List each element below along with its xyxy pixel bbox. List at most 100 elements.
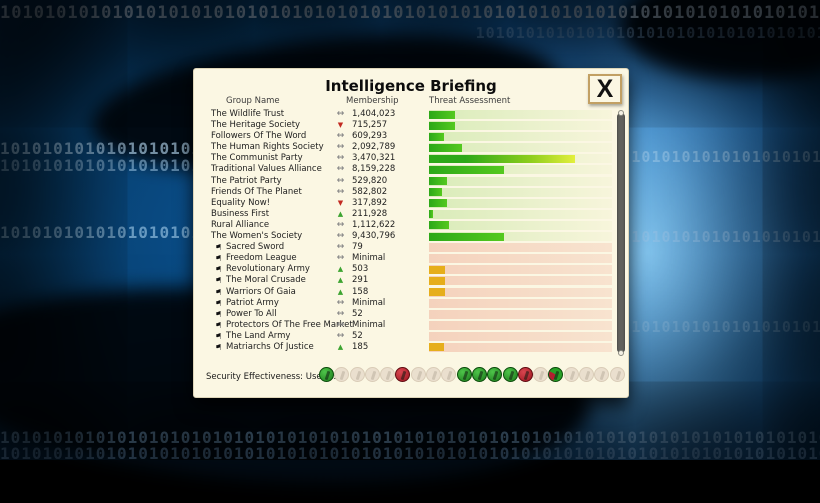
scrollbar-bottom-knob[interactable] (618, 350, 624, 356)
group-row[interactable]: ⚑ Power To All ↔ 52 (194, 309, 628, 320)
close-button[interactable]: X (588, 74, 622, 104)
radical-flag-icon: ⚑ (214, 287, 223, 297)
binary-row: 1010101010101010101010101010101010101010… (0, 3, 820, 23)
group-status-icon-mixed[interactable] (548, 367, 564, 382)
threat-bar-track (429, 265, 612, 275)
group-row[interactable]: ⚑ Freedom League ↔ Minimal (194, 253, 628, 264)
group-status-icon-red[interactable] (517, 367, 533, 382)
group-name: The Land Army (226, 330, 291, 341)
group-row[interactable]: Rural Alliance ↔ 1,112,622 (194, 220, 628, 231)
group-name: Friends Of The Planet (211, 186, 302, 197)
group-status-icon-faded[interactable] (364, 367, 380, 382)
binary-row: 1010101010101010101010101010101010101010… (0, 444, 820, 463)
membership-trend-level-icon: ↔ (336, 231, 345, 242)
group-name-cell: ⚑ Revolutionary Army (211, 264, 426, 275)
group-status-icon-faded[interactable] (594, 367, 610, 382)
group-row[interactable]: The Heritage Society ▼ 715,257 (194, 120, 628, 131)
membership-trend-level-icon: ↔ (336, 131, 345, 142)
radical-flag-icon: ⚑ (214, 276, 223, 286)
group-name: Protectors Of The Free Market (226, 319, 353, 330)
threat-bar-track (429, 320, 612, 330)
membership-trend-level-icon: ↔ (336, 186, 345, 197)
membership-trend-level-icon: ↔ (336, 219, 345, 230)
group-row[interactable]: ⚑ Matriarchs Of Justice ▲ 185 (194, 342, 628, 353)
membership-value: Minimal (352, 319, 386, 330)
radical-flag-icon: ⚑ (214, 265, 223, 275)
radical-flag-icon: ⚑ (214, 320, 223, 330)
group-row[interactable]: The Women's Society ↔ 9,430,796 (194, 231, 628, 242)
threat-bar-track (429, 209, 612, 219)
threat-bar-track (429, 276, 612, 286)
membership-value: 2,092,789 (352, 142, 396, 153)
group-row[interactable]: Business First ▲ 211,928 (194, 209, 628, 220)
radical-flag-icon: ⚑ (214, 331, 223, 341)
group-name-cell: ⚑ Freedom League (211, 253, 426, 264)
binary-row: 1010101010101010101010101010101010101010… (631, 148, 820, 166)
group-row[interactable]: The Human Rights Society ↔ 2,092,789 (194, 142, 628, 153)
group-status-icon-faded[interactable] (563, 367, 579, 382)
group-row[interactable]: The Wildlife Trust ↔ 1,404,023 (194, 109, 628, 120)
threat-bar-track (429, 331, 612, 341)
threat-bar-track (429, 298, 612, 308)
group-name-cell: Rural Alliance (211, 220, 426, 231)
threat-bar-track (429, 143, 612, 153)
membership-value: 1,404,023 (352, 109, 396, 119)
threat-bar (429, 121, 455, 130)
group-row[interactable]: ⚑ Patriot Army ↔ Minimal (194, 298, 628, 309)
scrollbar[interactable] (617, 110, 625, 356)
group-row[interactable]: The Communist Party ↔ 3,470,321 (194, 153, 628, 164)
group-status-icon-red[interactable] (395, 367, 411, 382)
membership-value: 503 (352, 264, 369, 275)
membership-trend-level-icon: ↔ (336, 109, 345, 119)
membership-value: 185 (352, 341, 369, 352)
group-row[interactable]: Friends Of The Planet ↔ 582,802 (194, 187, 628, 198)
membership-trend-level-icon: ↔ (336, 242, 345, 253)
security-effectiveness-label: Security Effectiveness: Useless (206, 372, 339, 382)
membership-value: 582,802 (352, 186, 388, 197)
group-name: The Human Rights Society (211, 142, 324, 153)
group-row[interactable]: Followers Of The Word ↔ 609,293 (194, 131, 628, 142)
column-header-threat-assessment: Threat Assessment (429, 96, 511, 106)
threat-bar (429, 154, 576, 163)
membership-trend-level-icon: ↔ (336, 330, 345, 341)
group-row[interactable]: ⚑ The Land Army ↔ 52 (194, 331, 628, 342)
threat-bar-track (429, 220, 612, 230)
group-name-cell: ⚑ The Moral Crusade (211, 275, 426, 286)
group-status-icon-green[interactable] (319, 367, 334, 382)
group-status-icon-faded[interactable] (380, 367, 396, 382)
group-status-icon-faded[interactable] (410, 367, 426, 382)
threat-bar (429, 110, 455, 119)
membership-value: Minimal (352, 253, 386, 264)
group-name-cell: ⚑ Matriarchs Of Justice (211, 342, 426, 353)
group-row[interactable]: ⚑ Protectors Of The Free Market ↔ Minimal (194, 320, 628, 331)
scrollbar-top-knob[interactable] (618, 110, 624, 116)
group-name: The Wildlife Trust (211, 109, 285, 119)
group-row[interactable]: ⚑ Warriors Of Gaia ▲ 158 (194, 287, 628, 298)
group-status-icon-green[interactable] (487, 367, 503, 382)
group-status-icon-faded[interactable] (349, 367, 365, 382)
group-row[interactable]: ⚑ Sacred Sword ↔ 79 (194, 242, 628, 253)
group-row[interactable]: ⚑ The Moral Crusade ▲ 291 (194, 275, 628, 286)
threat-bar-track (429, 121, 612, 131)
group-status-icon-faded[interactable] (441, 367, 457, 382)
group-status-icon-faded[interactable] (426, 367, 442, 382)
group-status-icon-faded[interactable] (579, 367, 595, 382)
group-row[interactable]: Traditional Values Alliance ↔ 8,159,228 (194, 164, 628, 175)
group-name: Warriors Of Gaia (226, 286, 296, 297)
group-status-icon-green[interactable] (502, 367, 518, 382)
membership-trend-up-icon: ▲ (337, 209, 344, 218)
group-status-icon-faded[interactable] (334, 367, 350, 382)
group-status-icon-faded[interactable] (609, 367, 625, 382)
group-status-icon-green[interactable] (471, 367, 487, 382)
group-row[interactable]: ⚑ Revolutionary Army ▲ 503 (194, 264, 628, 275)
group-name-cell: ⚑ Patriot Army (211, 298, 426, 309)
membership-value: Minimal (352, 297, 386, 308)
group-status-icon-green[interactable] (456, 367, 472, 382)
group-row[interactable]: Equality Now! ▼ 317,892 (194, 198, 628, 209)
membership-value: 529,820 (352, 175, 388, 186)
group-status-icon-faded[interactable] (533, 367, 549, 382)
group-name-cell: The Wildlife Trust (211, 109, 426, 120)
group-name-cell: ⚑ Power To All (211, 309, 426, 320)
group-row[interactable]: The Patriot Party ↔ 529,820 (194, 176, 628, 187)
binary-row: 1010101010101010101010101010101010101010… (631, 228, 820, 246)
